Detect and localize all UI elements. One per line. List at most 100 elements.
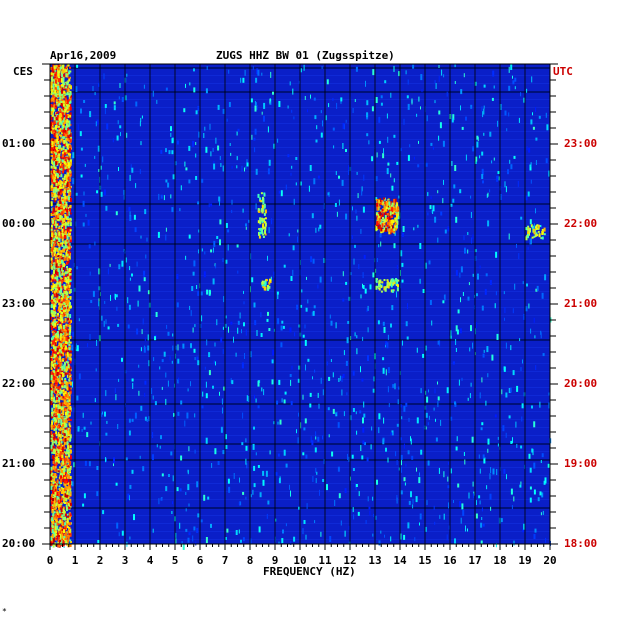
- spectral-feature-cell: [64, 377, 67, 380]
- noise-speck: [300, 304, 303, 308]
- spectral-feature-cell: [54, 73, 57, 77]
- noise-speck: [172, 174, 175, 180]
- spectral-feature-cell: [53, 434, 56, 439]
- spectral-feature-cell: [50, 227, 53, 231]
- noise-speck: [407, 522, 410, 529]
- spectral-feature-cell: [377, 212, 380, 215]
- spectral-feature-cell: [58, 491, 61, 494]
- spectral-feature-cell: [59, 427, 62, 432]
- noise-speck: [219, 200, 220, 206]
- spectral-feature-cell: [67, 474, 70, 479]
- spectral-feature-cell: [69, 171, 72, 174]
- noise-speck: [206, 339, 208, 346]
- spectral-feature-cell: [60, 396, 63, 401]
- spectral-feature-cell: [50, 237, 53, 240]
- spectral-feature-cell: [53, 224, 56, 226]
- spectral-feature-cell: [61, 314, 64, 318]
- spectral-feature-cell: [60, 289, 62, 293]
- noise-speck: [340, 97, 343, 102]
- spectral-feature-cell: [67, 354, 70, 357]
- noise-speck: [526, 146, 528, 151]
- spectral-feature-cell: [57, 405, 60, 410]
- spectral-feature-cell: [55, 182, 58, 186]
- noise-speck: [209, 123, 211, 130]
- noise-speck: [266, 513, 268, 519]
- noise-speck: [363, 401, 365, 408]
- spectral-feature-cell: [61, 102, 63, 107]
- noise-speck: [375, 197, 378, 201]
- spectral-feature-cell: [52, 127, 55, 130]
- spectral-feature-cell: [382, 219, 385, 222]
- noise-speck: [110, 294, 111, 301]
- spectral-feature-cell: [55, 393, 58, 398]
- noise-speck: [165, 372, 167, 378]
- noise-speck: [188, 532, 191, 536]
- spectral-feature-cell: [58, 417, 61, 420]
- noise-speck: [503, 468, 506, 474]
- noise-speck: [245, 223, 247, 227]
- noise-speck: [291, 109, 293, 113]
- noise-speck: [176, 302, 179, 308]
- spectral-feature-cell: [62, 410, 65, 413]
- spectral-feature-cell: [57, 237, 60, 241]
- noise-speck: [365, 80, 366, 87]
- spectral-feature-cell: [50, 165, 53, 169]
- spectral-feature-cell: [62, 312, 65, 315]
- spectral-feature-cell: [53, 250, 56, 253]
- noise-speck: [405, 70, 407, 75]
- spectral-feature-cell: [61, 234, 64, 239]
- spectral-feature-cell: [61, 398, 64, 401]
- spectral-feature-cell: [50, 81, 53, 86]
- noise-speck: [494, 303, 496, 309]
- spectral-feature-cell: [68, 306, 71, 310]
- noise-speck: [373, 513, 375, 517]
- spectral-feature-cell: [64, 522, 67, 527]
- noise-speck: [510, 488, 513, 495]
- noise-speck: [417, 164, 420, 168]
- noise-speck: [304, 96, 306, 100]
- noise-speck: [156, 99, 158, 104]
- spectral-feature-cell: [52, 144, 55, 147]
- spectral-feature-cell: [69, 409, 72, 413]
- spectral-feature-cell: [52, 543, 55, 548]
- noise-speck: [435, 437, 438, 442]
- noise-speck: [504, 317, 505, 321]
- spectral-feature-cell: [64, 163, 67, 166]
- spectral-feature-cell: [61, 316, 64, 319]
- spectral-feature-cell: [57, 85, 59, 90]
- noise-speck: [375, 268, 377, 273]
- noise-speck: [513, 155, 516, 159]
- noise-speck: [98, 301, 101, 307]
- noise-speck: [147, 345, 150, 351]
- noise-speck: [340, 520, 342, 526]
- spectral-feature-cell: [59, 341, 62, 345]
- noise-speck: [242, 537, 245, 542]
- spectral-feature-cell: [52, 511, 55, 516]
- noise-speck: [152, 90, 154, 97]
- noise-speck: [302, 528, 304, 535]
- spectral-feature-cell: [390, 219, 393, 224]
- noise-speck: [380, 95, 383, 99]
- noise-speck: [414, 537, 416, 542]
- spectral-feature-cell: [69, 374, 72, 377]
- noise-speck: [255, 77, 258, 83]
- spectral-feature-cell: [55, 253, 57, 258]
- noise-speck: [138, 390, 140, 396]
- noise-speck: [256, 68, 259, 75]
- noise-speck: [297, 229, 299, 233]
- noise-speck: [342, 123, 345, 129]
- noise-speck: [83, 100, 86, 103]
- spectral-feature-cell: [60, 331, 63, 334]
- spectral-feature-cell: [68, 454, 70, 458]
- spectral-feature-cell: [59, 156, 62, 159]
- spectral-feature-cell: [68, 382, 71, 385]
- spectral-feature-cell: [58, 265, 61, 269]
- spectral-feature-cell: [66, 526, 69, 529]
- spectral-feature-cell: [54, 225, 57, 229]
- noise-speck: [410, 491, 412, 498]
- noise-speck: [536, 285, 539, 291]
- noise-speck: [495, 543, 497, 548]
- noise-speck: [177, 379, 179, 384]
- spectral-feature-cell: [63, 95, 66, 99]
- spectral-feature-cell: [62, 419, 65, 423]
